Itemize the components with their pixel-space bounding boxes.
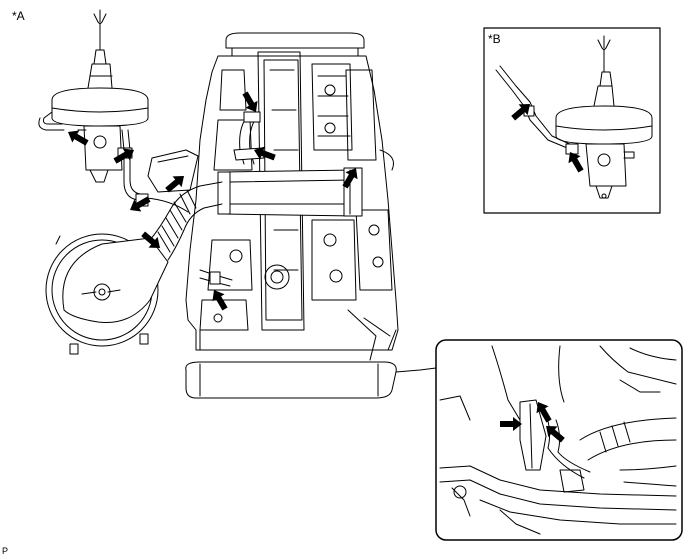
arrow-icon — [500, 417, 522, 431]
air-cleaner — [45, 233, 169, 355]
inset-b — [483, 27, 661, 214]
brake-booster-a — [51, 9, 149, 183]
corner-label: P — [2, 546, 9, 556]
view-label-a: *A — [12, 9, 25, 23]
vacuum-hose-a — [38, 111, 265, 287]
engine-block — [185, 32, 399, 399]
air-duct — [147, 149, 223, 261]
inset-detail — [395, 339, 683, 541]
view-label-b: *B — [488, 32, 501, 46]
intake-pipe — [217, 167, 363, 217]
